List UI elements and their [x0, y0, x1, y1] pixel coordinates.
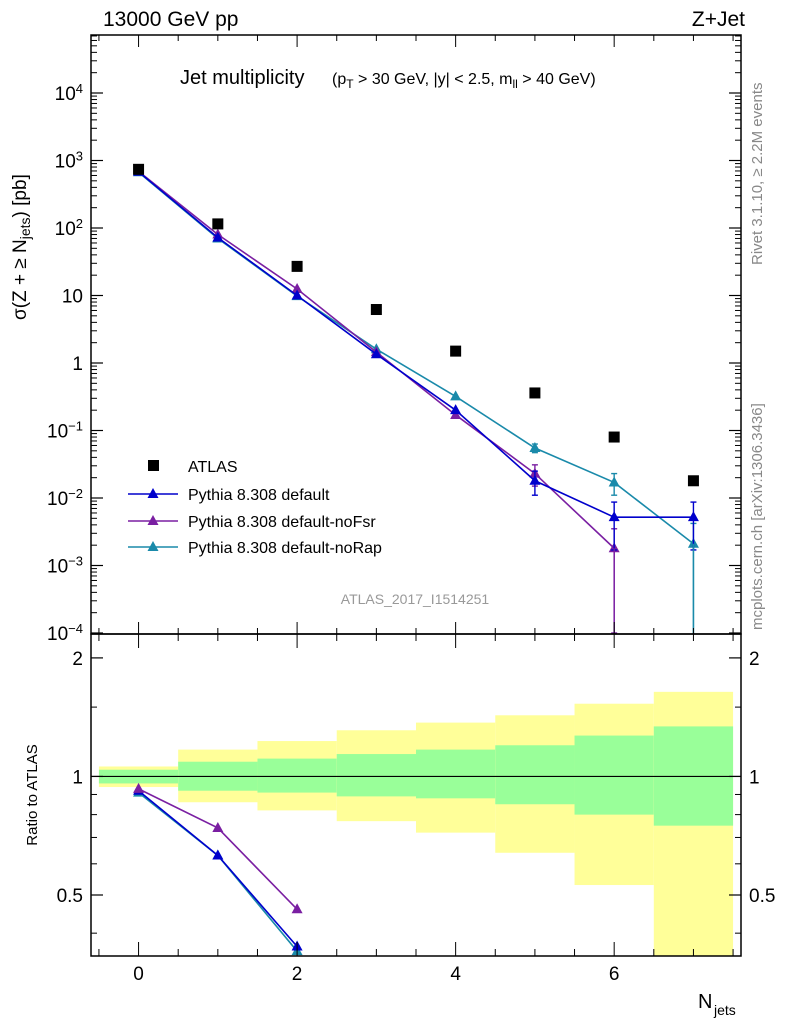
data-point: [291, 282, 303, 293]
y-tick-label: 10−4: [47, 621, 83, 646]
plot-title-main: Jet multiplicity: [180, 67, 304, 89]
legend-label: Pythia 8.308 default-noFsr: [188, 514, 376, 531]
data-point: [529, 474, 541, 485]
stat-band: [257, 758, 337, 793]
ratio-data-point: [291, 903, 303, 914]
ratio-data-point: [133, 782, 145, 793]
atlas-data-point: [687, 475, 699, 487]
legend-marker: [148, 460, 159, 471]
ratio-y-tick-label-right: 0.5: [749, 886, 775, 907]
plot-title-sub: (pT > 30 GeV, |y| < 2.5, mll > 40 GeV): [332, 71, 596, 91]
legend-marker: [147, 488, 159, 498]
svg-text:jets: jets: [713, 1002, 736, 1018]
y-tick-label: 104: [55, 81, 83, 106]
data-point: [450, 404, 462, 415]
data-point: [212, 231, 224, 242]
stat-band: [336, 754, 416, 797]
data-point: [370, 348, 382, 359]
data-point: [687, 511, 699, 522]
x-axis-label: N jets: [698, 991, 736, 1018]
ratio-series-group: [133, 782, 303, 956]
ratio-panel: 0.5 0.5 1 1 2 2 0 2 4 6: [57, 633, 775, 985]
x-tick-label: 2: [292, 964, 303, 985]
y-axis-label: σ(Z + ≥ Njets) [pb]: [10, 174, 33, 320]
analysis-label: ATLAS_2017_I1514251: [341, 591, 490, 607]
ratio-y-tick-label-right: 2: [749, 649, 760, 670]
process-label: Z+Jet: [692, 8, 745, 31]
legend: ATLAS Pythia 8.308 default Pythia 8.308 de…: [128, 459, 382, 557]
stat-band: [574, 735, 654, 815]
atlas-data-point: [133, 163, 145, 175]
y-tick-label: 10−3: [47, 553, 83, 578]
atlas-data-point: [291, 260, 303, 272]
series-line: [138, 171, 694, 518]
ratio-y-tick-label: 1: [72, 767, 83, 788]
atlas-data-point: [212, 218, 224, 230]
data-point: [450, 390, 462, 401]
legend-marker: [147, 515, 159, 525]
y-tick-label: 103: [55, 148, 83, 173]
ratio-y-tick-label-right: 1: [749, 767, 760, 788]
legend-label: Pythia 8.308 default-noRap: [188, 540, 382, 557]
ratio-data-point: [212, 821, 224, 832]
y-tick-label: 102: [55, 216, 83, 241]
energy-label: 13000 GeV pp: [103, 8, 238, 31]
legend-label: Pythia 8.308 default: [188, 487, 330, 504]
atlas-data-point: [370, 304, 382, 316]
data-point: [608, 511, 620, 522]
stat-band: [495, 745, 575, 805]
atlas-data-point: [450, 345, 462, 357]
x-tick-label: 6: [609, 964, 620, 985]
atlas-data-point: [529, 387, 541, 399]
ratio-series-line: [138, 791, 298, 952]
ratio-data-point: [212, 849, 224, 860]
main-panel: 10−4 10−3 10−2 10−1 1 10 102 103 104: [47, 34, 742, 646]
mcplots-label: mcplots.cern.ch [arXiv:1306.3436]: [749, 403, 766, 630]
legend-label: ATLAS: [188, 459, 238, 476]
y-tick-label: 10: [62, 287, 83, 308]
ratio-y-axis-label: Ratio to ATLAS: [24, 744, 41, 845]
data-point: [529, 442, 541, 453]
y-tick-label: 10−1: [47, 418, 83, 443]
rivet-label: Rivet 3.1.10, ≥ 2.2M events: [749, 83, 766, 266]
legend-marker: [147, 541, 159, 551]
x-tick-label: 4: [450, 964, 461, 985]
ratio-y-tick-label: 2: [72, 649, 83, 670]
stat-band: [416, 749, 496, 799]
plot-title: Jet multiplicity (pT > 30 GeV, |y| < 2.5…: [180, 67, 596, 91]
ratio-y-tick-label: 0.5: [57, 886, 83, 907]
y-tick-label: 10−2: [47, 486, 83, 511]
atlas-data-point: [608, 431, 620, 443]
x-tick-label: 0: [133, 964, 144, 985]
svg-text:N: N: [698, 991, 712, 1013]
data-point: [608, 476, 620, 487]
data-point: [291, 289, 303, 300]
y-tick-label: 1: [72, 354, 83, 375]
